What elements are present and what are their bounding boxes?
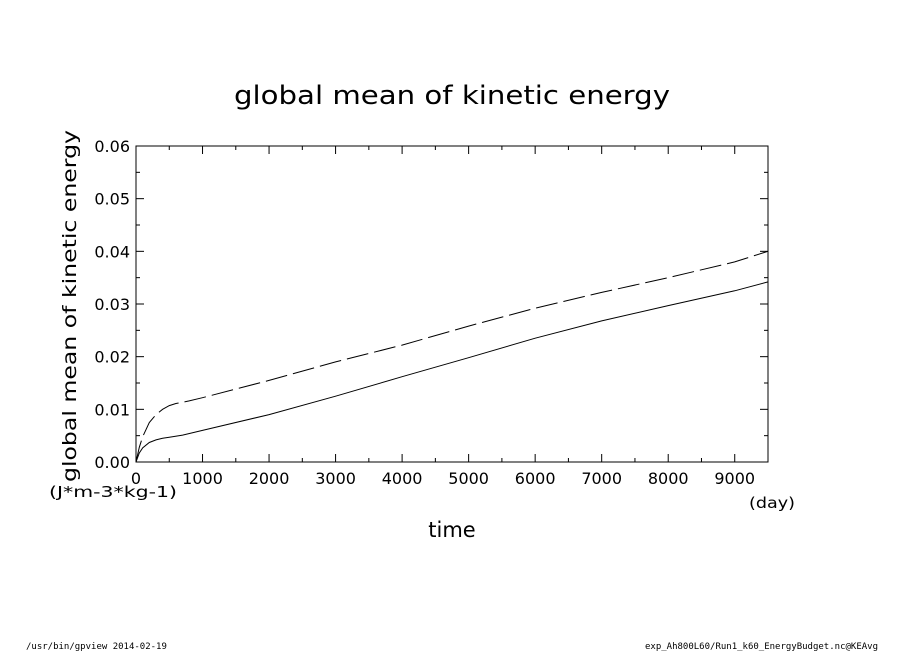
x-tick-label: 5000 xyxy=(448,469,489,488)
series-line-solid xyxy=(135,281,769,463)
y-tick-label: 0.04 xyxy=(94,242,130,261)
y-tick-label: 0.03 xyxy=(94,295,130,314)
series-line-dashed xyxy=(135,250,769,463)
x-axis-label: time xyxy=(428,518,475,542)
x-tick-label: 9000 xyxy=(714,469,755,488)
x-tick-label: 7000 xyxy=(581,469,622,488)
y-tick-label: 0.06 xyxy=(94,137,130,156)
kinetic-energy-chart: global mean of kinetic energy 0.000.010.… xyxy=(49,81,795,542)
x-tick-label: 1000 xyxy=(182,469,223,488)
y-axis-label: global mean of kinetic energy xyxy=(59,130,81,482)
x-tick-label: 3000 xyxy=(315,469,356,488)
axis-ticks xyxy=(135,145,769,463)
chart-title: global mean of kinetic energy xyxy=(234,81,670,111)
y-unit-label: (J*m-3*kg-1) xyxy=(49,483,177,501)
y-tick-label: 0.02 xyxy=(94,348,130,367)
y-tick-label: 0.05 xyxy=(94,190,130,209)
series-layer xyxy=(135,250,769,463)
footer-left: /usr/bin/gpview 2014-02-19 xyxy=(26,642,167,652)
x-tick-label: 8000 xyxy=(648,469,689,488)
footer-right: exp_Ah800L60/Run1_k60_EnergyBudget.nc@KE… xyxy=(645,642,878,652)
x-tick-label: 6000 xyxy=(515,469,556,488)
y-tick-labels: 0.00 0.01 0.02 0.03 0.04 0.05 0.06 xyxy=(94,137,130,472)
y-tick-label: 0.01 xyxy=(94,400,130,419)
x-tick-labels: 0 1000 2000 3000 4000 5000 6000 7000 8000 9000 xyxy=(131,469,755,488)
x-unit-label: (day) xyxy=(749,494,795,512)
x-tick-label: 4000 xyxy=(382,469,423,488)
x-tick-label: 2000 xyxy=(249,469,290,488)
y-tick-label: 0.00 xyxy=(94,453,130,472)
x-tick-label: 0 xyxy=(131,469,141,488)
